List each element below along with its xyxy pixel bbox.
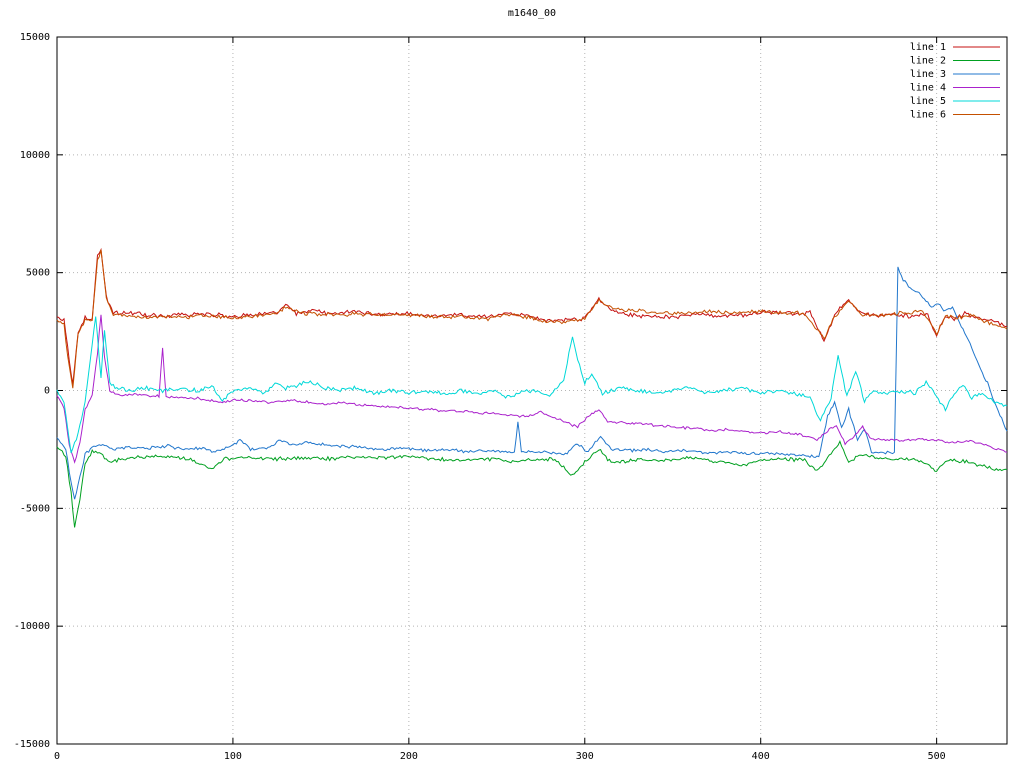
legend-label: line 3 — [910, 69, 946, 80]
legend-label: line 2 — [910, 56, 946, 67]
x-tick-label: 0 — [54, 751, 60, 762]
y-tick-label: 15000 — [20, 32, 50, 43]
chart-title: m1640_00 — [507, 8, 557, 19]
axis-ticks — [56, 36, 1007, 745]
y-tick-label: 0 — [44, 386, 50, 397]
y-tick-label: -5000 — [20, 503, 50, 514]
y-tick-label: 10000 — [20, 150, 50, 161]
legend-label: line 4 — [910, 83, 946, 94]
y-tick-label: 5000 — [26, 268, 50, 279]
x-tick-label: 400 — [752, 751, 770, 762]
x-tick-label: 300 — [576, 751, 594, 762]
y-tick-label: -15000 — [14, 739, 50, 750]
legend-label: line 5 — [910, 96, 946, 107]
series-line-3 — [56, 266, 1008, 500]
series-line-5 — [56, 316, 1008, 454]
series-line-4 — [56, 314, 1008, 464]
series-line-6 — [56, 249, 1008, 389]
legend: line 1 line 2 line 3 line 4 line 5 line 6 — [910, 42, 1000, 121]
x-tick-label: 500 — [928, 751, 946, 762]
legend-label: line 1 — [910, 42, 946, 53]
y-tick-label: -10000 — [14, 621, 50, 632]
tick-labels: 0 100 200 300 400 500 -15000 -10000 -5000 0 5000 10… — [14, 32, 946, 762]
x-tick-label: 200 — [400, 751, 418, 762]
legend-label: line 6 — [910, 110, 946, 121]
x-tick-label: 100 — [224, 751, 242, 762]
series-line-2 — [56, 439, 1008, 528]
